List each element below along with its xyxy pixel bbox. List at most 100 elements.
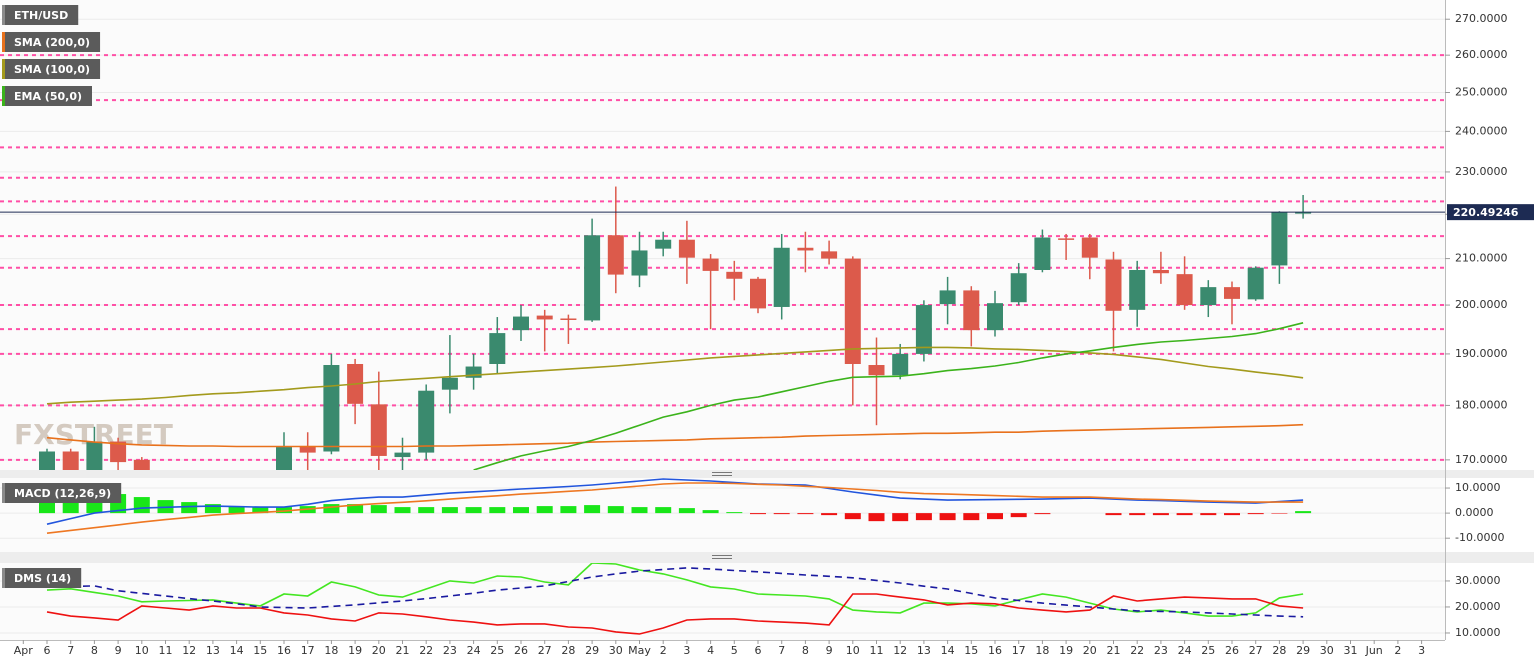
candle-body — [1152, 269, 1169, 274]
histogram-bar — [370, 505, 387, 514]
x-tick-label: 10 — [846, 644, 860, 657]
legend-swatch — [2, 5, 5, 25]
histogram-bar — [133, 497, 150, 514]
histogram-bar — [702, 510, 719, 514]
x-tick-label: 7 — [778, 644, 785, 657]
histogram-bar — [252, 507, 269, 514]
legend-box — [2, 59, 101, 79]
x-tick-label: 6 — [44, 644, 51, 657]
histogram-bar — [1295, 511, 1312, 514]
candle-body — [1105, 259, 1122, 311]
candle-body — [299, 445, 316, 453]
histogram-bar — [987, 513, 1003, 520]
candle-body — [370, 404, 387, 456]
legend-label: SMA (100,0) — [14, 63, 90, 76]
histogram-bar — [1176, 513, 1193, 516]
x-tick-label: 30 — [1320, 644, 1334, 657]
histogram-bar — [489, 507, 506, 514]
histogram-bar — [1034, 513, 1051, 515]
candle-body — [963, 290, 980, 331]
histogram-bar — [228, 506, 245, 514]
x-tick-label: 6 — [755, 644, 762, 657]
x-tick-label: 9 — [115, 644, 122, 657]
candle-body — [584, 235, 601, 321]
candle-body — [844, 258, 861, 364]
candle-body — [987, 303, 1003, 331]
histogram-bar — [441, 507, 458, 514]
histogram-bar — [1200, 513, 1217, 516]
candle-body — [1081, 237, 1098, 258]
x-tick-label: 10 — [135, 644, 149, 657]
candle-body — [1034, 237, 1051, 270]
x-tick-label: 24 — [467, 644, 481, 657]
y-tick-label: -10.0000 — [1455, 531, 1504, 544]
x-tick-label: 18 — [1035, 644, 1049, 657]
histogram-bar — [631, 507, 648, 514]
candle-body — [1010, 273, 1027, 303]
histogram-bar — [773, 513, 790, 515]
histogram-bar — [915, 513, 932, 521]
x-tick-label: 4 — [707, 644, 714, 657]
x-tick-label: 2 — [660, 644, 667, 657]
series-line — [46, 478, 1304, 525]
y-tick-label: 190.0000 — [1455, 347, 1508, 360]
x-tick-label: 16 — [988, 644, 1002, 657]
panel — [0, 563, 1445, 635]
resize-grip[interactable] — [712, 472, 732, 559]
histogram-bar — [1271, 513, 1288, 514]
series-line — [46, 567, 1304, 618]
candle-body — [560, 318, 577, 320]
x-tick-label: 7 — [67, 644, 74, 657]
x-tick-label: 25 — [490, 644, 504, 657]
candle-body — [821, 251, 838, 259]
y-tick-label: 30.0000 — [1455, 574, 1501, 587]
candle-body — [939, 290, 956, 305]
main-panel-bg — [0, 0, 1445, 470]
panel-separator[interactable] — [0, 470, 1534, 478]
x-tick-label: 19 — [348, 644, 362, 657]
candle-body — [750, 278, 766, 309]
histogram-bar — [655, 507, 672, 514]
legend-label: ETH/USD — [14, 9, 68, 22]
panel-separator[interactable] — [0, 552, 1534, 563]
x-tick-label: 21 — [1107, 644, 1121, 657]
histogram-bar — [844, 513, 861, 520]
x-tick-label: 17 — [1012, 644, 1026, 657]
legend-box — [2, 483, 122, 503]
x-tick-label: 21 — [396, 644, 410, 657]
candle-body — [773, 247, 790, 307]
candle-body — [441, 377, 458, 390]
histogram-bar — [797, 513, 814, 515]
y-tick-label: 260.0000 — [1455, 48, 1508, 61]
candle-body — [892, 353, 909, 376]
histogram-bar — [607, 506, 624, 514]
candle-body — [702, 258, 719, 271]
x-tick-label: 22 — [419, 644, 433, 657]
x-tick-label: 18 — [324, 644, 338, 657]
y-tick-label: 240.0000 — [1455, 124, 1508, 137]
x-tick-label: 15 — [964, 644, 978, 657]
histogram-bar — [1152, 513, 1169, 516]
panel — [0, 478, 1445, 539]
x-tick-label: 29 — [585, 644, 599, 657]
x-tick-label: 13 — [206, 644, 220, 657]
x-tick-label: 22 — [1130, 644, 1144, 657]
histogram-bar — [62, 500, 79, 514]
candle-body — [536, 315, 553, 320]
x-tick-label: 14 — [230, 644, 244, 657]
candle-body — [1129, 269, 1146, 310]
candle-body — [1058, 238, 1075, 240]
histogram-bar — [892, 513, 909, 522]
candle-body — [868, 365, 885, 376]
x-tick-label: 14 — [941, 644, 955, 657]
candle-body — [465, 366, 482, 378]
candle-body — [489, 333, 506, 364]
x-tick-label: 12 — [893, 644, 907, 657]
candle-body — [86, 441, 103, 470]
x-tick-label: 29 — [1296, 644, 1310, 657]
histogram-bar — [963, 513, 980, 521]
histogram-bar — [750, 513, 766, 515]
legend-box — [2, 568, 82, 588]
